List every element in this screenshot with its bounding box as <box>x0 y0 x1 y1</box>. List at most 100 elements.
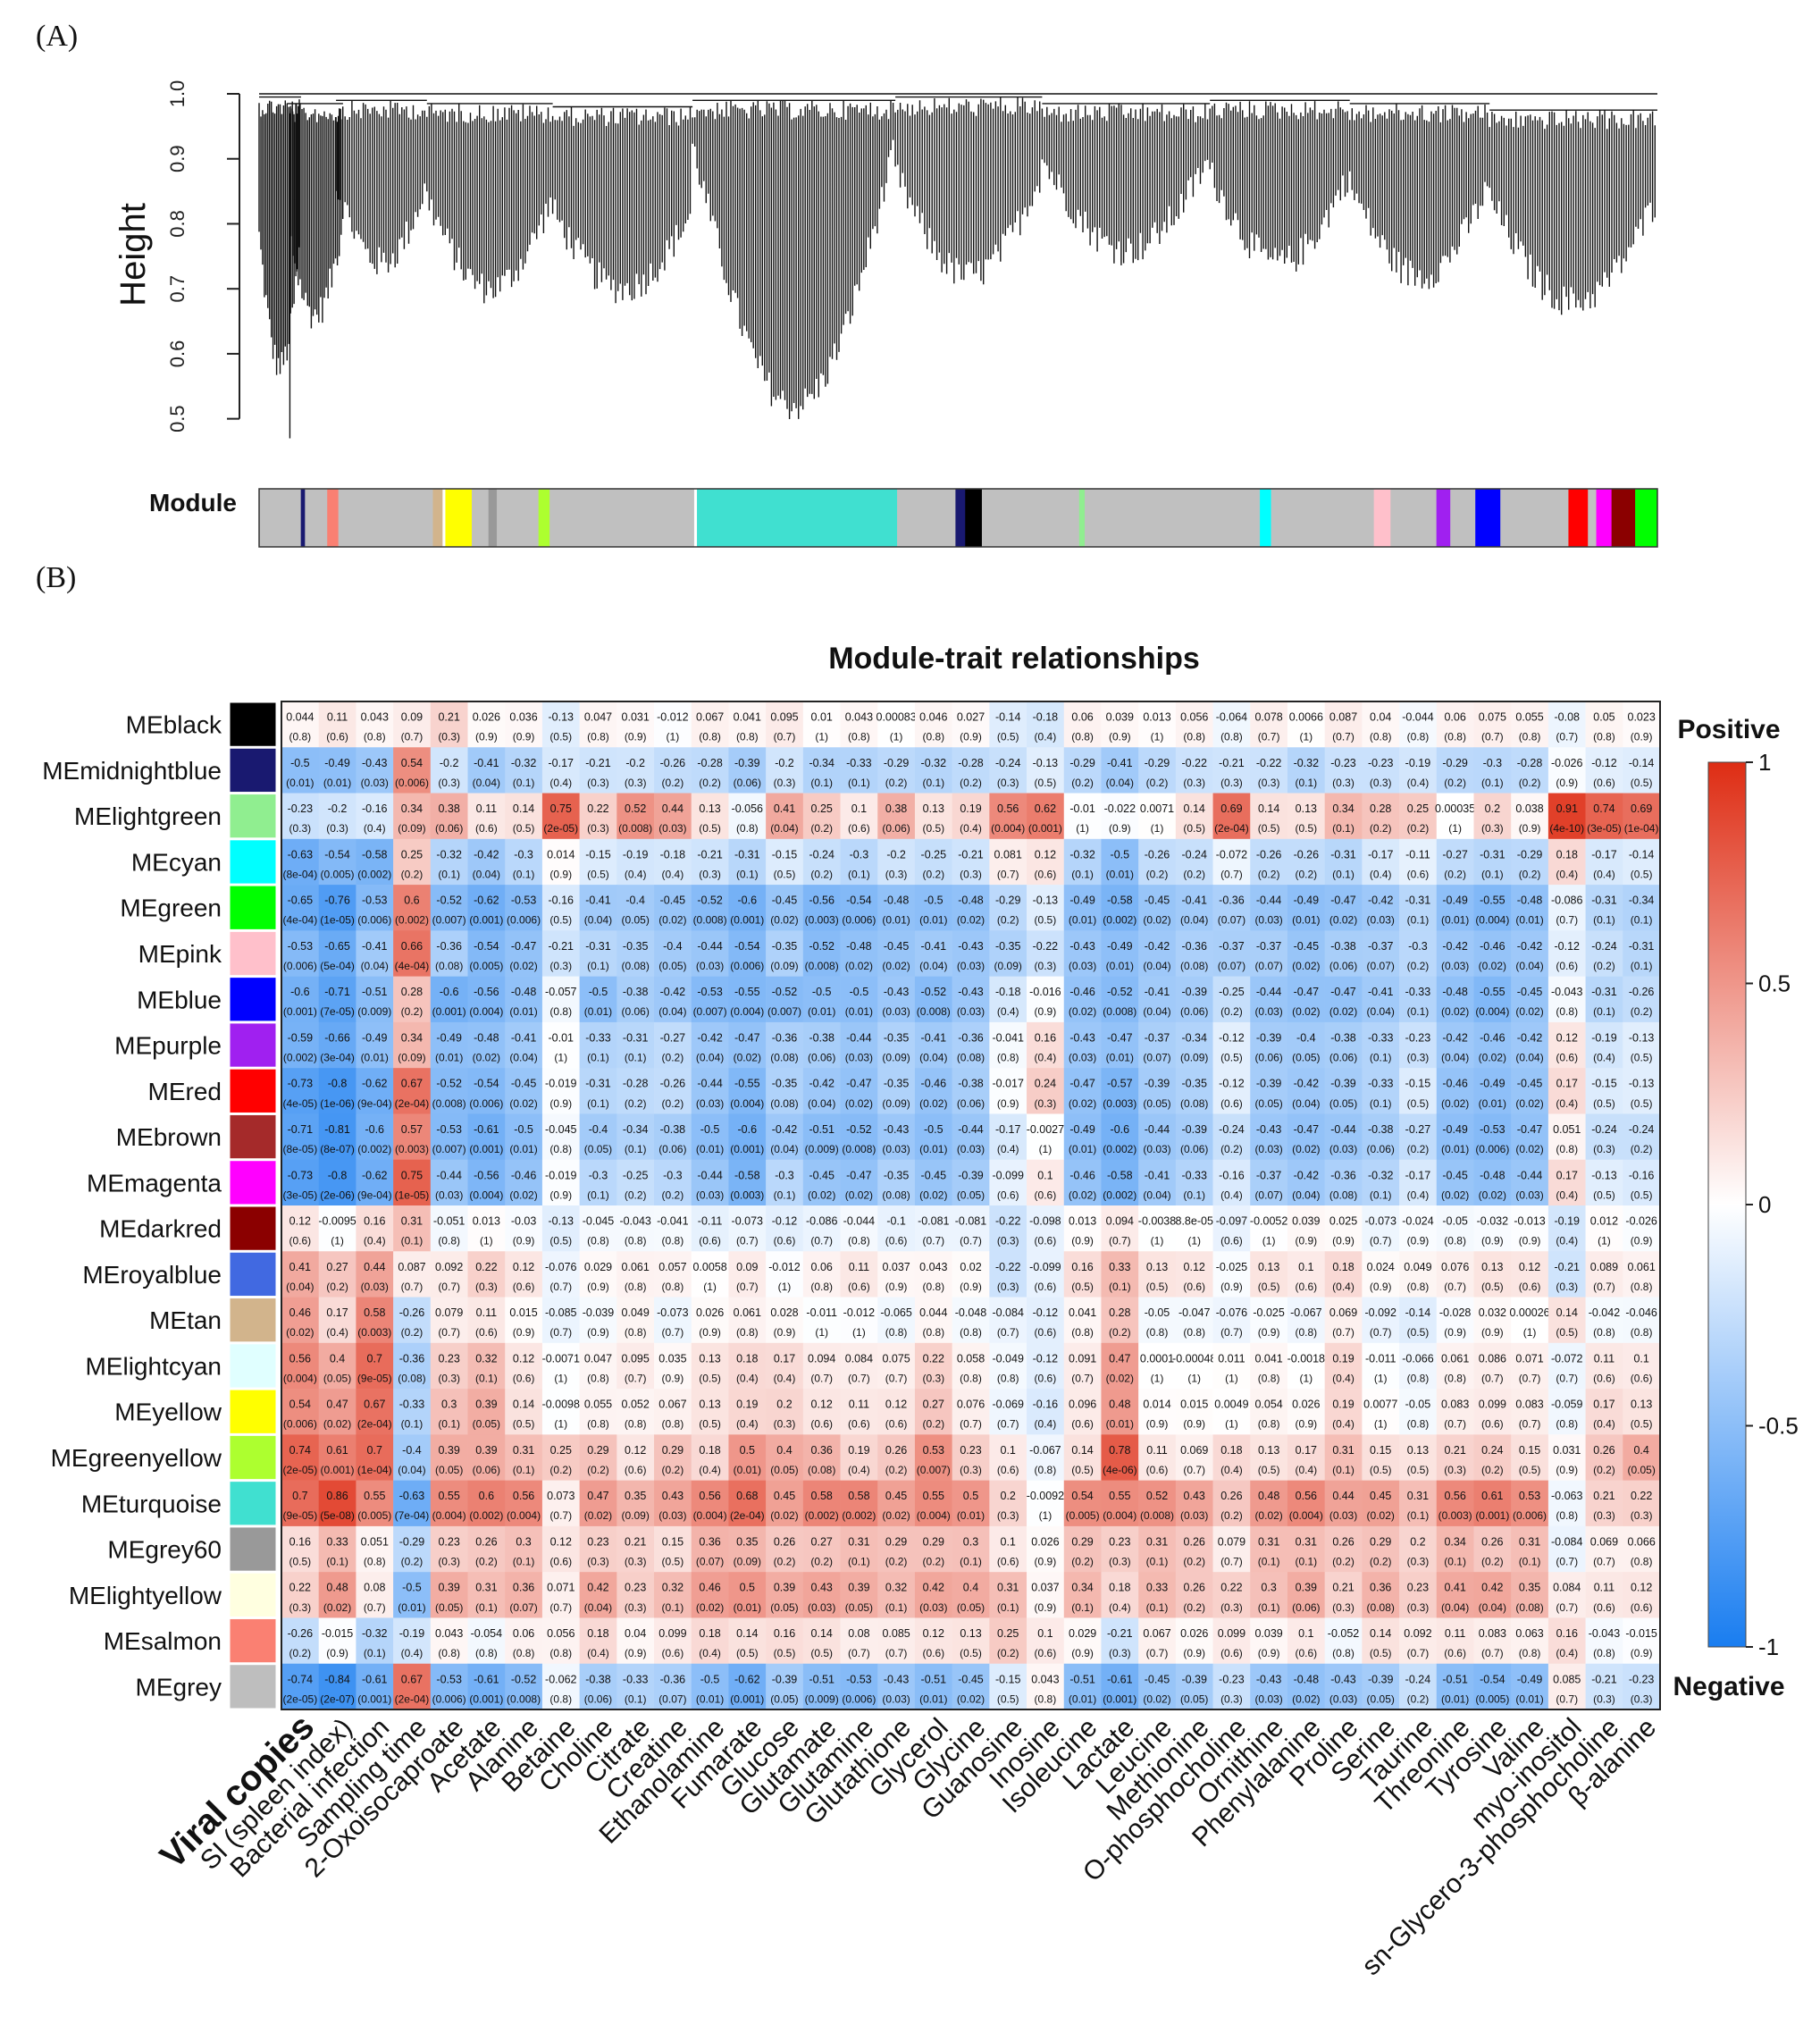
heatmap-cell <box>1138 1113 1177 1161</box>
cell-pvalue: (0.001) <box>469 1692 503 1705</box>
cell-correlation: -0.48 <box>474 1031 499 1044</box>
cell-correlation: -0.025 <box>1216 1261 1247 1273</box>
cell-correlation: 0.31 <box>401 1215 423 1228</box>
cell-pvalue: (0.4) <box>1295 1464 1317 1476</box>
cell-pvalue: (0.8) <box>587 731 609 743</box>
cell-correlation: -0.21 <box>1107 1627 1133 1640</box>
heatmap-cell <box>1027 1113 1065 1161</box>
cell-correlation: -0.63 <box>399 1490 425 1502</box>
cell-correlation: -0.05 <box>1405 1398 1431 1411</box>
heatmap-cell <box>579 1251 617 1298</box>
heatmap-cell <box>1250 1159 1288 1206</box>
cell-pvalue: (0.1) <box>1407 1509 1430 1522</box>
cell-correlation: 0.011 <box>1218 1352 1245 1365</box>
heatmap-cell <box>1436 1480 1474 1527</box>
heatmap-cell <box>1473 930 1512 977</box>
heatmap-cell <box>1138 747 1177 794</box>
cell-correlation: 0.043 <box>845 711 873 724</box>
cell-pvalue: (0.2) <box>810 1555 833 1567</box>
heatmap-cell <box>877 1159 916 1206</box>
cell-pvalue: (0.1) <box>848 1555 870 1567</box>
heatmap-cell <box>877 701 916 748</box>
cell-correlation: -0.42 <box>1517 940 1543 953</box>
heatmap-cell <box>1399 1113 1438 1161</box>
cell-correlation: -0.74 <box>288 1673 314 1685</box>
cell-correlation: 0.12 <box>289 1215 311 1228</box>
cell-correlation: 0.68 <box>736 1490 758 1502</box>
heatmap-cell <box>1362 1389 1400 1435</box>
cell-correlation: -0.26 <box>399 1306 425 1319</box>
cell-pvalue: (0.4) <box>699 1647 721 1659</box>
cell-pvalue: (0.8) <box>438 1235 460 1247</box>
cell-pvalue: (0.8) <box>1183 1326 1205 1339</box>
module-segment <box>549 489 695 547</box>
cell-correlation: 0.31 <box>848 1535 869 1548</box>
cell-pvalue: (0.9) <box>1035 1555 1057 1567</box>
cell-correlation: -0.13 <box>1033 757 1059 769</box>
heatmap-cell <box>1436 1251 1474 1298</box>
cell-correlation: 0.75 <box>550 802 572 815</box>
heatmap-cell <box>728 793 767 840</box>
cell-correlation: 0.1 <box>1037 1627 1053 1640</box>
cell-pvalue: (0.9) <box>587 1326 609 1339</box>
cell-pvalue: (0.06) <box>808 1051 835 1063</box>
heatmap-cell <box>1175 1159 1213 1206</box>
heatmap-cell <box>989 1021 1027 1069</box>
cell-pvalue: (0.2) <box>810 822 833 835</box>
heatmap-cell <box>393 701 432 748</box>
cell-pvalue: (0.01) <box>1479 1097 1506 1110</box>
cell-correlation: -0.37 <box>1256 940 1282 953</box>
cell-pvalue: (0.08) <box>770 1051 798 1063</box>
cell-pvalue: (0.08) <box>957 1051 985 1063</box>
cell-correlation: 0.079 <box>1218 1535 1245 1548</box>
cell-correlation: 0.13 <box>1407 1444 1429 1457</box>
cell-pvalue: (0.7) <box>1481 731 1504 743</box>
cell-correlation: -0.29 <box>995 895 1021 907</box>
heatmap-cell <box>691 793 729 840</box>
cell-correlation: -0.048 <box>955 1306 986 1319</box>
cell-correlation: -0.52 <box>697 895 723 907</box>
panel-label-b: (B) <box>36 561 77 594</box>
heatmap-cell <box>467 1251 506 1298</box>
heatmap-cell <box>1511 1342 1549 1390</box>
heatmap-cell <box>1623 1251 1661 1298</box>
heatmap-cell <box>1027 747 1065 794</box>
cell-pvalue: (0.3) <box>1370 777 1392 789</box>
cell-correlation: -0.23 <box>1629 1673 1655 1685</box>
cell-pvalue: (0.02) <box>1441 1005 1469 1018</box>
heatmap-cell <box>1101 838 1139 886</box>
cell-pvalue: (0.3) <box>1109 1647 1131 1659</box>
cell-pvalue: (0.003) <box>730 1188 764 1201</box>
cell-pvalue: (0.5) <box>1631 1418 1653 1431</box>
cell-correlation: 0.55 <box>1109 1490 1130 1502</box>
cell-correlation: 0.67 <box>401 1078 423 1090</box>
cell-correlation: -0.51 <box>921 1673 947 1685</box>
heatmap-cell <box>1324 1572 1363 1618</box>
cell-correlation: -0.03 <box>511 1215 537 1228</box>
cell-correlation: -0.43 <box>958 940 984 953</box>
cell-correlation: 0.6 <box>404 895 419 907</box>
cell-correlation: -0.39 <box>1181 986 1207 998</box>
heatmap-cell <box>1623 1389 1661 1435</box>
cell-correlation: -0.42 <box>1294 1169 1320 1181</box>
cell-pvalue: (0.8) <box>1556 1418 1578 1431</box>
cell-pvalue: (0.8) <box>1444 731 1466 743</box>
cell-pvalue: (1) <box>1523 1326 1537 1339</box>
cell-pvalue: (0.4) <box>736 1418 759 1431</box>
cell-pvalue: (0.3) <box>699 868 721 880</box>
cell-correlation: 0.094 <box>1106 1215 1134 1228</box>
cell-pvalue: (0.03) <box>1329 1509 1357 1522</box>
heatmap-cell <box>1623 1113 1661 1161</box>
cell-correlation: 0.31 <box>475 1582 497 1594</box>
module-segment <box>1568 489 1589 547</box>
cell-pvalue: (0.8) <box>922 731 944 743</box>
cell-pvalue: (0.03) <box>1180 1509 1208 1522</box>
cell-correlation: -0.39 <box>958 1169 984 1181</box>
heatmap-cell <box>840 1389 878 1435</box>
heatmap-cell <box>766 1068 804 1114</box>
heatmap-cell <box>1250 1297 1288 1344</box>
cell-correlation: -0.47 <box>1294 1123 1320 1136</box>
cell-correlation: -0.41 <box>921 1031 947 1044</box>
cell-correlation: -0.55 <box>734 1078 760 1090</box>
dendrogram-branches <box>258 93 1657 439</box>
